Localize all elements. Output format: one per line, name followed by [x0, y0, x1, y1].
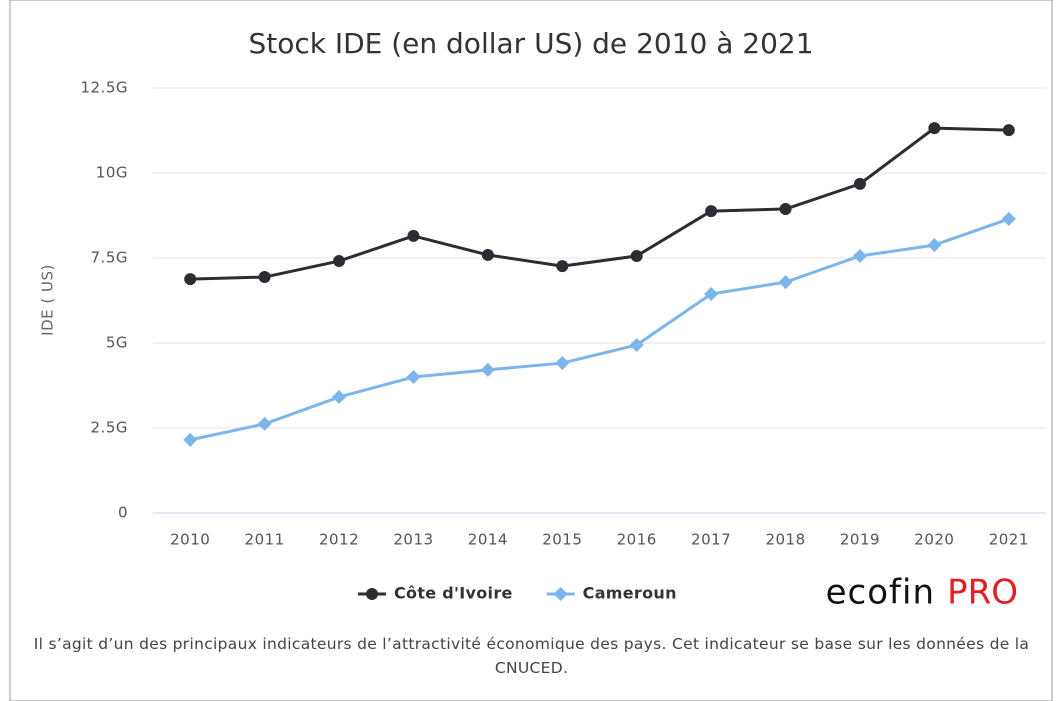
- point: [555, 356, 570, 371]
- point: [481, 248, 494, 261]
- x-tick-label: 2020: [914, 531, 954, 549]
- point: [332, 390, 347, 405]
- point: [257, 416, 272, 431]
- legend-label: Cameroun: [583, 584, 677, 603]
- x-tick-label: 2014: [468, 531, 508, 549]
- y-tick-label: 0: [118, 504, 128, 522]
- caption: Il s’agit d’un des principaux indicateur…: [33, 635, 1030, 677]
- border: [9, 0, 1053, 701]
- point: [184, 273, 197, 286]
- point: [928, 122, 941, 135]
- series-line: [190, 126, 1009, 281]
- x-tick-label: 2012: [319, 531, 359, 549]
- x-tick-label: 2019: [840, 531, 880, 549]
- y-tick-label: 10G: [96, 164, 128, 182]
- point: [556, 260, 569, 273]
- x-tick-label: 2010: [170, 531, 210, 549]
- point: [366, 588, 378, 600]
- point: [480, 362, 495, 377]
- point: [853, 177, 866, 190]
- point: [1001, 211, 1016, 226]
- point: [183, 432, 198, 447]
- point: [333, 255, 346, 268]
- y-tick-label: 5G: [106, 334, 128, 352]
- logo-brand: ecofin: [826, 573, 935, 613]
- x-tick-label: 2011: [245, 531, 285, 549]
- series-line: [189, 217, 1010, 442]
- point: [778, 275, 793, 290]
- point: [406, 370, 421, 384]
- y-tick-label: 7.5G: [91, 249, 128, 267]
- point: [407, 229, 420, 242]
- legend-label: Côte d'Ivoire: [394, 584, 513, 603]
- point: [852, 248, 867, 263]
- x-tick-label: 2013: [393, 531, 433, 549]
- point: [927, 238, 942, 253]
- point: [705, 205, 718, 218]
- y-tick-label: 12.5G: [80, 79, 128, 97]
- point: [258, 271, 271, 284]
- x-tick-label: 2017: [691, 531, 731, 549]
- logo-suffix: PRO: [947, 573, 1018, 613]
- x-tick-label: 2018: [765, 531, 805, 549]
- point: [704, 287, 719, 302]
- x-tick-label: 2021: [989, 531, 1029, 549]
- y-tick-label: 2.5G: [91, 419, 128, 437]
- point: [629, 338, 644, 353]
- chart-title: Stock IDE (en dollar US) de 2010 à 2021: [248, 27, 813, 60]
- point: [779, 203, 792, 216]
- point: [553, 587, 568, 601]
- point: [630, 249, 643, 262]
- x-tick-label: 2015: [542, 531, 582, 549]
- point: [1002, 124, 1015, 137]
- y-axis-label: IDE ( US): [39, 264, 57, 336]
- x-tick-label: 2016: [617, 531, 657, 549]
